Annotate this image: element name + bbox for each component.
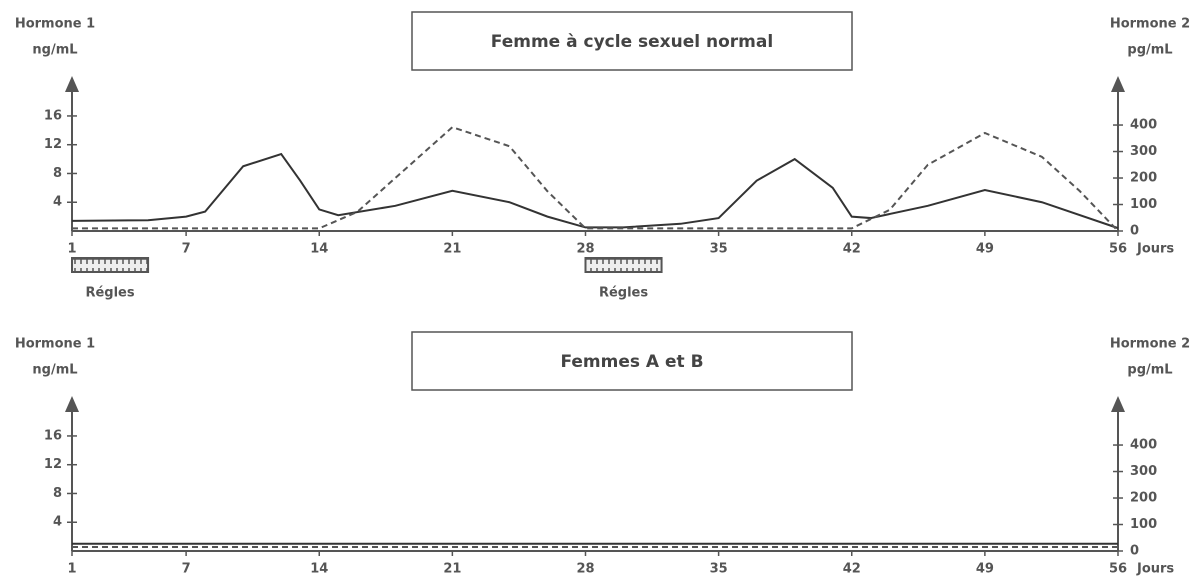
y2-tick-label: 0: [1130, 224, 1139, 239]
y2-tick-label: 100: [1130, 517, 1157, 532]
x-tick-label: 1: [67, 242, 76, 257]
y2-tick-label: 400: [1130, 118, 1157, 133]
y2-tick-label: 200: [1130, 491, 1157, 506]
y-tick-label: 8: [53, 166, 62, 181]
x-tick-label: 28: [576, 562, 594, 577]
x-tick-label: 14: [310, 562, 328, 577]
y-tick-label: 4: [53, 515, 62, 530]
x-tick-label: 7: [182, 242, 191, 257]
y2-axis-unit: pg/mL: [1127, 363, 1172, 378]
y-tick-label: 12: [44, 137, 62, 152]
y-tick-label: 12: [44, 457, 62, 472]
y2-tick-label: 0: [1130, 544, 1139, 559]
x-tick-label: 42: [843, 242, 861, 257]
y2-axis-arrow: [1111, 396, 1125, 412]
title-box: [411, 11, 853, 71]
x-tick-label: 35: [710, 562, 728, 577]
y2-tick-label: 200: [1130, 171, 1157, 186]
period-box: [584, 257, 663, 273]
y-axis-unit: ng/mL: [32, 363, 77, 378]
period-label: Régles: [85, 286, 134, 301]
series-line: [72, 126, 1119, 232]
x-tick-label: 21: [443, 242, 461, 257]
x-tick-label: 49: [976, 242, 994, 257]
y-axis-arrow: [65, 396, 79, 412]
y-tick-label: 8: [53, 486, 62, 501]
x-tick-label: 42: [843, 562, 861, 577]
series-line: [71, 152, 1119, 230]
y-tick-label: 16: [44, 108, 62, 123]
x-tick-label: 56: [1109, 562, 1127, 577]
y2-axis-label: Hormone 2: [1110, 337, 1190, 352]
y2-tick-label: 300: [1130, 144, 1157, 159]
x-tick-label: 7: [182, 562, 191, 577]
y2-tick-label: 100: [1130, 197, 1157, 212]
x-axis-label: Jours: [1136, 242, 1174, 257]
y2-axis-arrow: [1111, 76, 1125, 92]
y-tick-label: 16: [44, 428, 62, 443]
y2-axis-unit: pg/mL: [1127, 43, 1172, 58]
y2-axis-label: Hormone 2: [1110, 17, 1190, 32]
y2-tick-label: 400: [1130, 438, 1157, 453]
period-label: Régles: [599, 286, 648, 301]
x-tick-label: 1: [67, 562, 76, 577]
title-box: [411, 331, 853, 391]
chart-title: Femme à cycle sexuel normal: [491, 32, 773, 52]
x-tick-label: 56: [1109, 242, 1127, 257]
y2-tick-label: 300: [1130, 464, 1157, 479]
y-axis-label: Hormone 1: [15, 337, 95, 352]
x-tick-label: 14: [310, 242, 328, 257]
period-box: [71, 257, 150, 273]
x-tick-label: 49: [976, 562, 994, 577]
y-axis-label: Hormone 1: [15, 17, 95, 32]
y-tick-label: 4: [53, 195, 62, 210]
chart-title: Femmes A et B: [560, 352, 703, 372]
x-tick-label: 28: [576, 242, 594, 257]
x-axis-label: Jours: [1136, 562, 1174, 577]
y-axis-unit: ng/mL: [32, 43, 77, 58]
x-tick-label: 21: [443, 562, 461, 577]
x-tick-label: 35: [710, 242, 728, 257]
y-axis-arrow: [65, 76, 79, 92]
